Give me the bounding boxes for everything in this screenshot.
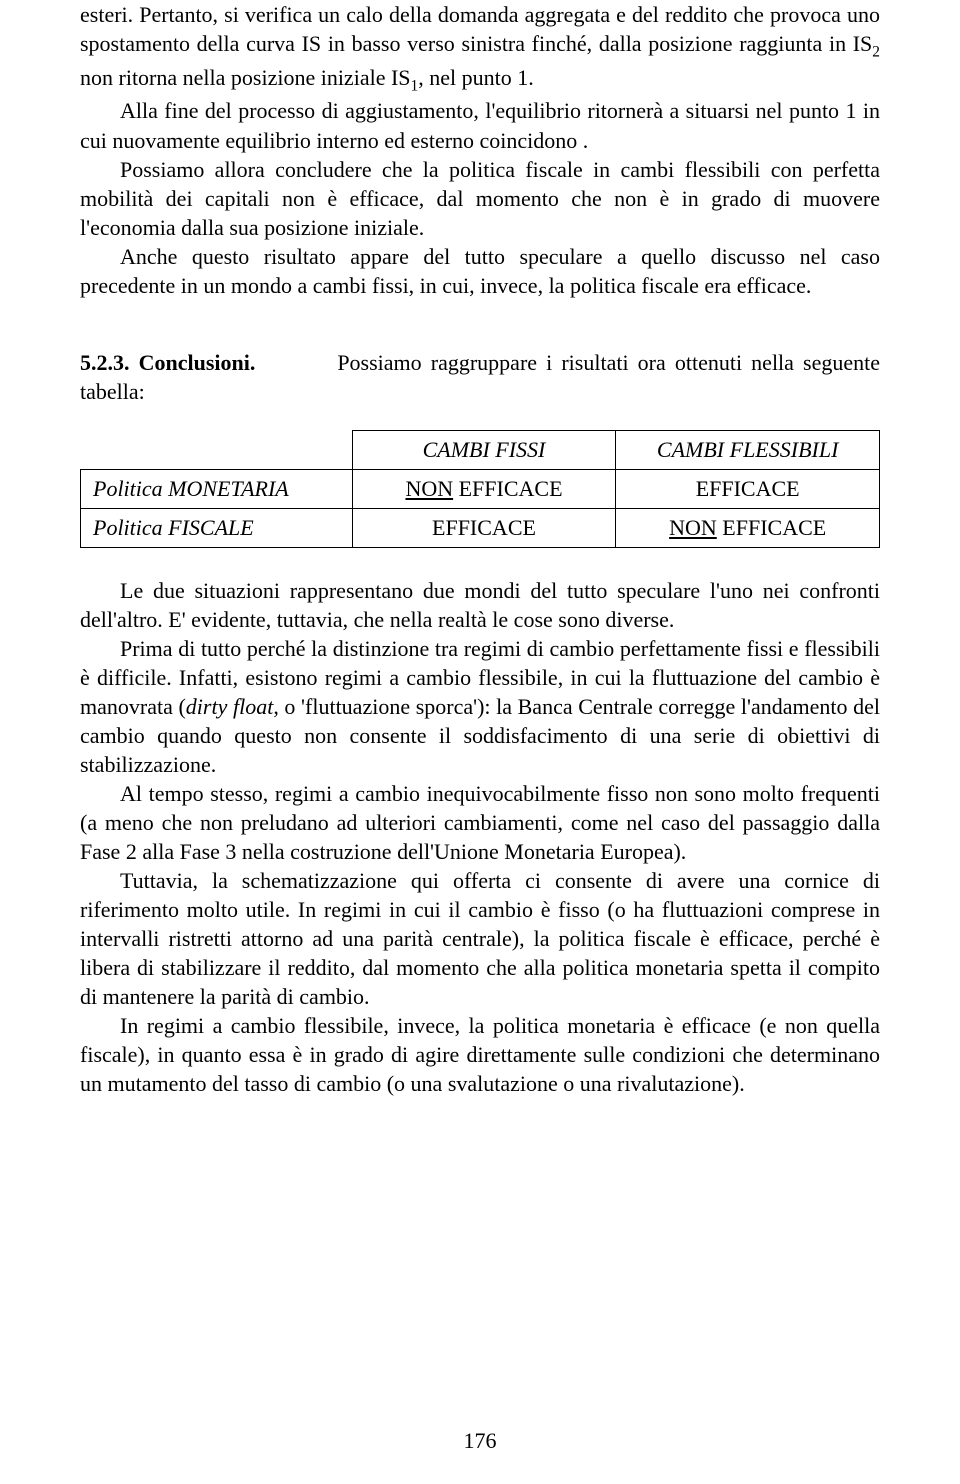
page-number: 176 [0,1428,960,1454]
table-row-label: Politica MONETARIA [81,469,353,508]
paragraph-7: Al tempo stesso, regimi a cambio inequiv… [80,779,880,866]
text: In regimi a cambio flessibile, invece, l… [80,1013,880,1096]
section-heading: 5.2.3. Conclusioni. Possiamo raggruppare… [80,348,880,406]
table-cell: EFFICACE [616,469,880,508]
text: non ritorna nella posizione iniziale IS [80,65,411,90]
section-number: 5.2.3. Conclusioni. [80,350,255,375]
text: Le due situazioni rappresentano due mond… [80,578,880,632]
text: Anche questo risultato appare del tutto … [80,244,880,298]
table-header-row: CAMBI FISSI CAMBI FLESSIBILI [81,430,880,469]
table-row: Politica MONETARIA NON EFFICACE EFFICACE [81,469,880,508]
table-col-header: CAMBI FISSI [352,430,616,469]
text: EFFICACE [717,515,826,540]
table-cell: NON EFFICACE [616,508,880,547]
table-cell: EFFICACE [352,508,616,547]
table-row: Politica FISCALE EFFICACE NON EFFICACE [81,508,880,547]
underlined-text: NON [669,515,717,540]
paragraph-6: Prima di tutto perché la distinzione tra… [80,634,880,779]
underlined-text: NON [405,476,453,501]
table-row-label: Politica FISCALE [81,508,353,547]
paragraph-4: Anche questo risultato appare del tutto … [80,242,880,300]
table-empty-cell [81,430,353,469]
italic-text: dirty float [186,694,274,719]
table-col-header: CAMBI FLESSIBILI [616,430,880,469]
text: , nel punto 1. [418,65,534,90]
table-cell: NON EFFICACE [352,469,616,508]
paragraph-8: Tuttavia, la schematizzazione qui offert… [80,866,880,1011]
text: esteri. Pertanto, si verifica un calo de… [80,2,880,56]
text: Alla fine del processo di aggiustamento,… [80,98,880,152]
text: Al tempo stesso, regimi a cambio inequiv… [80,781,880,864]
paragraph-3: Possiamo allora concludere che la politi… [80,155,880,242]
text: Tuttavia, la schematizzazione qui offert… [80,868,880,1009]
subscript: 2 [872,43,880,60]
text: Possiamo allora concludere che la politi… [80,157,880,240]
paragraph-1: esteri. Pertanto, si verifica un calo de… [80,0,880,96]
policy-effectiveness-table: CAMBI FISSI CAMBI FLESSIBILI Politica MO… [80,430,880,548]
page: esteri. Pertanto, si verifica un calo de… [0,0,960,1484]
text: EFFICACE [453,476,562,501]
table: CAMBI FISSI CAMBI FLESSIBILI Politica MO… [80,430,880,548]
paragraph-5: Le due situazioni rappresentano due mond… [80,576,880,634]
paragraph-2: Alla fine del processo di aggiustamento,… [80,96,880,154]
paragraph-9: In regimi a cambio flessibile, invece, l… [80,1011,880,1098]
